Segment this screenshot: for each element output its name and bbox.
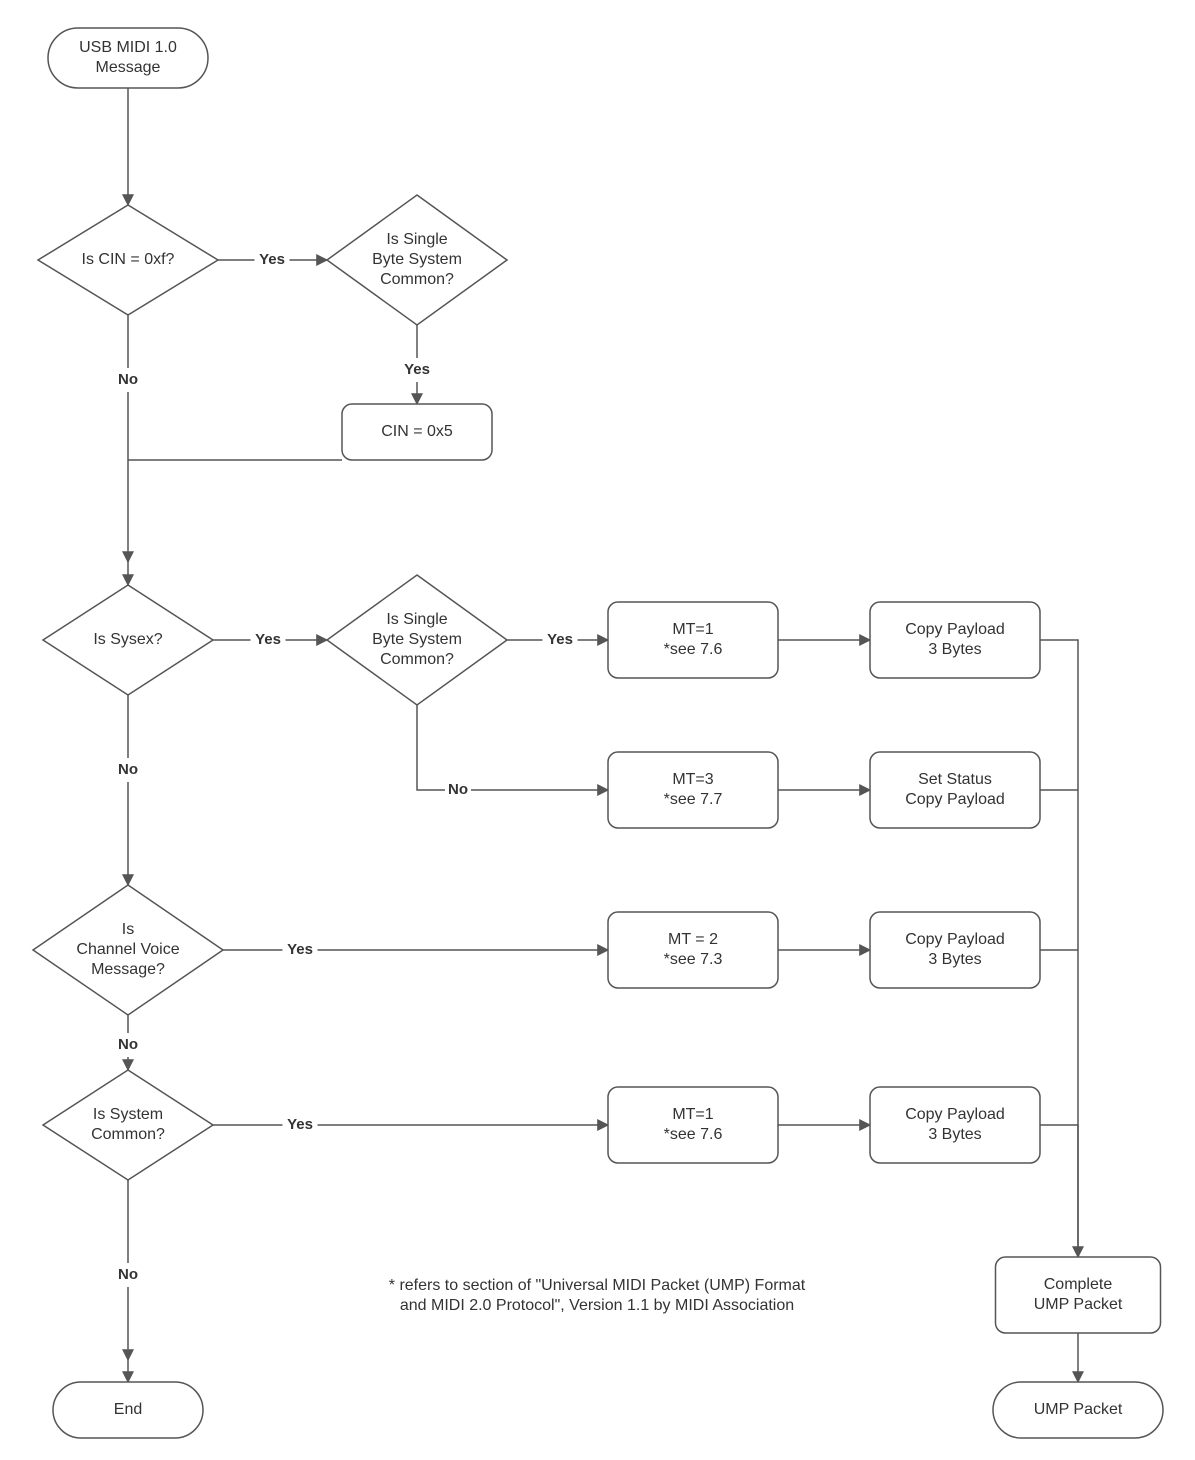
- svg-text:Copy Payload: Copy Payload: [905, 931, 1005, 948]
- svg-text:and MIDI 2.0 Protocol", Versio: and MIDI 2.0 Protocol", Version 1.1 by M…: [400, 1297, 794, 1314]
- svg-text:Is System: Is System: [93, 1106, 163, 1123]
- svg-text:USB MIDI 1.0: USB MIDI 1.0: [79, 39, 177, 56]
- edge-label: Yes: [287, 941, 313, 958]
- svg-text:UMP Packet: UMP Packet: [1034, 1296, 1123, 1313]
- svg-text:Is Single: Is Single: [386, 231, 447, 248]
- svg-text:Byte System: Byte System: [372, 251, 462, 268]
- edge-label: No: [118, 761, 138, 778]
- edge-label: Yes: [259, 251, 285, 268]
- svg-text:Copy Payload: Copy Payload: [905, 791, 1005, 808]
- svg-text:* refers to section of "Univer: * refers to section of "Universal MIDI P…: [389, 1277, 806, 1294]
- svg-text:Is CIN = 0xf?: Is CIN = 0xf?: [82, 251, 175, 268]
- flowchart-canvas: Yes No Yes Yes No Yes No Yes No Yes No USB MIDI 1.0…: [0, 0, 1195, 1460]
- edge-label: Yes: [287, 1116, 313, 1133]
- edge: [1040, 1125, 1078, 1257]
- svg-text:End: End: [114, 1401, 142, 1418]
- svg-text:Set Status: Set Status: [918, 771, 992, 788]
- edge: [417, 705, 608, 790]
- svg-text:Complete: Complete: [1044, 1276, 1113, 1293]
- svg-text:MT = 2: MT = 2: [668, 931, 718, 948]
- svg-text:Common?: Common?: [380, 651, 454, 668]
- svg-text:*see 7.7: *see 7.7: [664, 791, 723, 808]
- node-copy2: [870, 912, 1040, 988]
- node-complete: [996, 1257, 1161, 1333]
- node-copy1: [870, 602, 1040, 678]
- svg-text:UMP Packet: UMP Packet: [1034, 1401, 1123, 1418]
- edge-label: No: [118, 1036, 138, 1053]
- edge-label: No: [448, 781, 468, 798]
- node-mt3: [608, 752, 778, 828]
- node-syscom: [43, 1070, 213, 1180]
- svg-text:3 Bytes: 3 Bytes: [928, 951, 981, 968]
- svg-text:Copy Payload: Copy Payload: [905, 1106, 1005, 1123]
- svg-text:3 Bytes: 3 Bytes: [928, 641, 981, 658]
- svg-text:Is: Is: [122, 921, 134, 938]
- edge-label: No: [118, 371, 138, 388]
- svg-text:*see 7.6: *see 7.6: [664, 1126, 723, 1143]
- svg-text:Common?: Common?: [91, 1126, 165, 1143]
- edge-label: Yes: [547, 631, 573, 648]
- svg-text:*see 7.3: *see 7.3: [664, 951, 723, 968]
- svg-text:Byte System: Byte System: [372, 631, 462, 648]
- node-copy3: [870, 1087, 1040, 1163]
- svg-text:Is Single: Is Single: [386, 611, 447, 628]
- node-mt1b: [608, 1087, 778, 1163]
- svg-text:3 Bytes: 3 Bytes: [928, 1126, 981, 1143]
- svg-text:MT=1: MT=1: [672, 621, 713, 638]
- svg-text:Common?: Common?: [380, 271, 454, 288]
- edge-label: No: [118, 1266, 138, 1283]
- svg-text:Message?: Message?: [91, 961, 165, 978]
- svg-text:*see 7.6: *see 7.6: [664, 641, 723, 658]
- edge-label: Yes: [255, 631, 281, 648]
- svg-text:Is Sysex?: Is Sysex?: [93, 631, 162, 648]
- edge-label: Yes: [404, 361, 430, 378]
- node-start: [48, 28, 208, 88]
- svg-text:CIN = 0x5: CIN = 0x5: [381, 423, 453, 440]
- svg-text:Message: Message: [96, 59, 161, 76]
- edge: [1040, 640, 1078, 1257]
- node-mt2: [608, 912, 778, 988]
- svg-text:MT=1: MT=1: [672, 1106, 713, 1123]
- svg-text:Channel Voice: Channel Voice: [76, 941, 179, 958]
- svg-text:MT=3: MT=3: [672, 771, 713, 788]
- node-setstatus: [870, 752, 1040, 828]
- svg-text:Copy Payload: Copy Payload: [905, 621, 1005, 638]
- node-mt1a: [608, 602, 778, 678]
